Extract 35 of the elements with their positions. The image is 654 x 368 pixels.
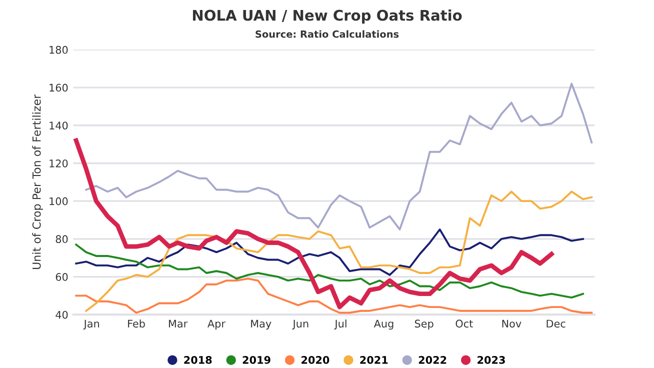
y-tick-label: 180	[50, 46, 68, 54]
y-tick-label: 160	[50, 84, 68, 92]
legend-label: 2019	[242, 356, 270, 364]
x-tick-label: Nov	[502, 320, 522, 328]
x-tick-label: May	[251, 320, 272, 330]
line-series	[85, 190, 593, 312]
y-tick-label: 40	[56, 310, 68, 319]
x-tick-label: Apr	[208, 320, 226, 330]
line-series	[75, 278, 593, 314]
x-tick-label: Oct	[456, 320, 473, 328]
line-series	[74, 138, 554, 310]
x-tick-label: Sep	[414, 320, 434, 330]
line-series	[85, 82, 593, 230]
x-tick-label: Mar	[168, 320, 188, 328]
legend-label: 2018	[184, 356, 212, 364]
chart-subtitle: Source: Ratio Calculations	[256, 30, 399, 38]
x-tick-label: Jul	[334, 320, 346, 330]
y-tick-label: 120	[50, 159, 68, 168]
chart-title: NOLA UAN / New Crop Oats Ratio	[192, 10, 462, 24]
x-tick-label: Dec	[546, 320, 566, 328]
x-tick-label: Aug	[374, 320, 394, 330]
legend-label: 2022	[418, 356, 446, 364]
x-tick-label: Jan	[83, 320, 100, 330]
legend-label: 2023	[478, 356, 505, 364]
line-series	[75, 244, 584, 299]
x-tick-label: Feb	[128, 320, 145, 328]
x-tick-label: Jun	[292, 320, 308, 330]
y-tick-label: 60	[56, 273, 68, 281]
y-tick-label: 100	[50, 197, 68, 206]
legend-label: 2020	[302, 356, 330, 364]
y-tick-label: 80	[56, 235, 68, 244]
y-axis-title: Unit of Crop Per Ton of Fertilizer	[32, 94, 43, 270]
y-tick-label: 140	[50, 122, 68, 130]
legend-label: 2021	[360, 356, 388, 364]
line-series	[75, 228, 584, 276]
